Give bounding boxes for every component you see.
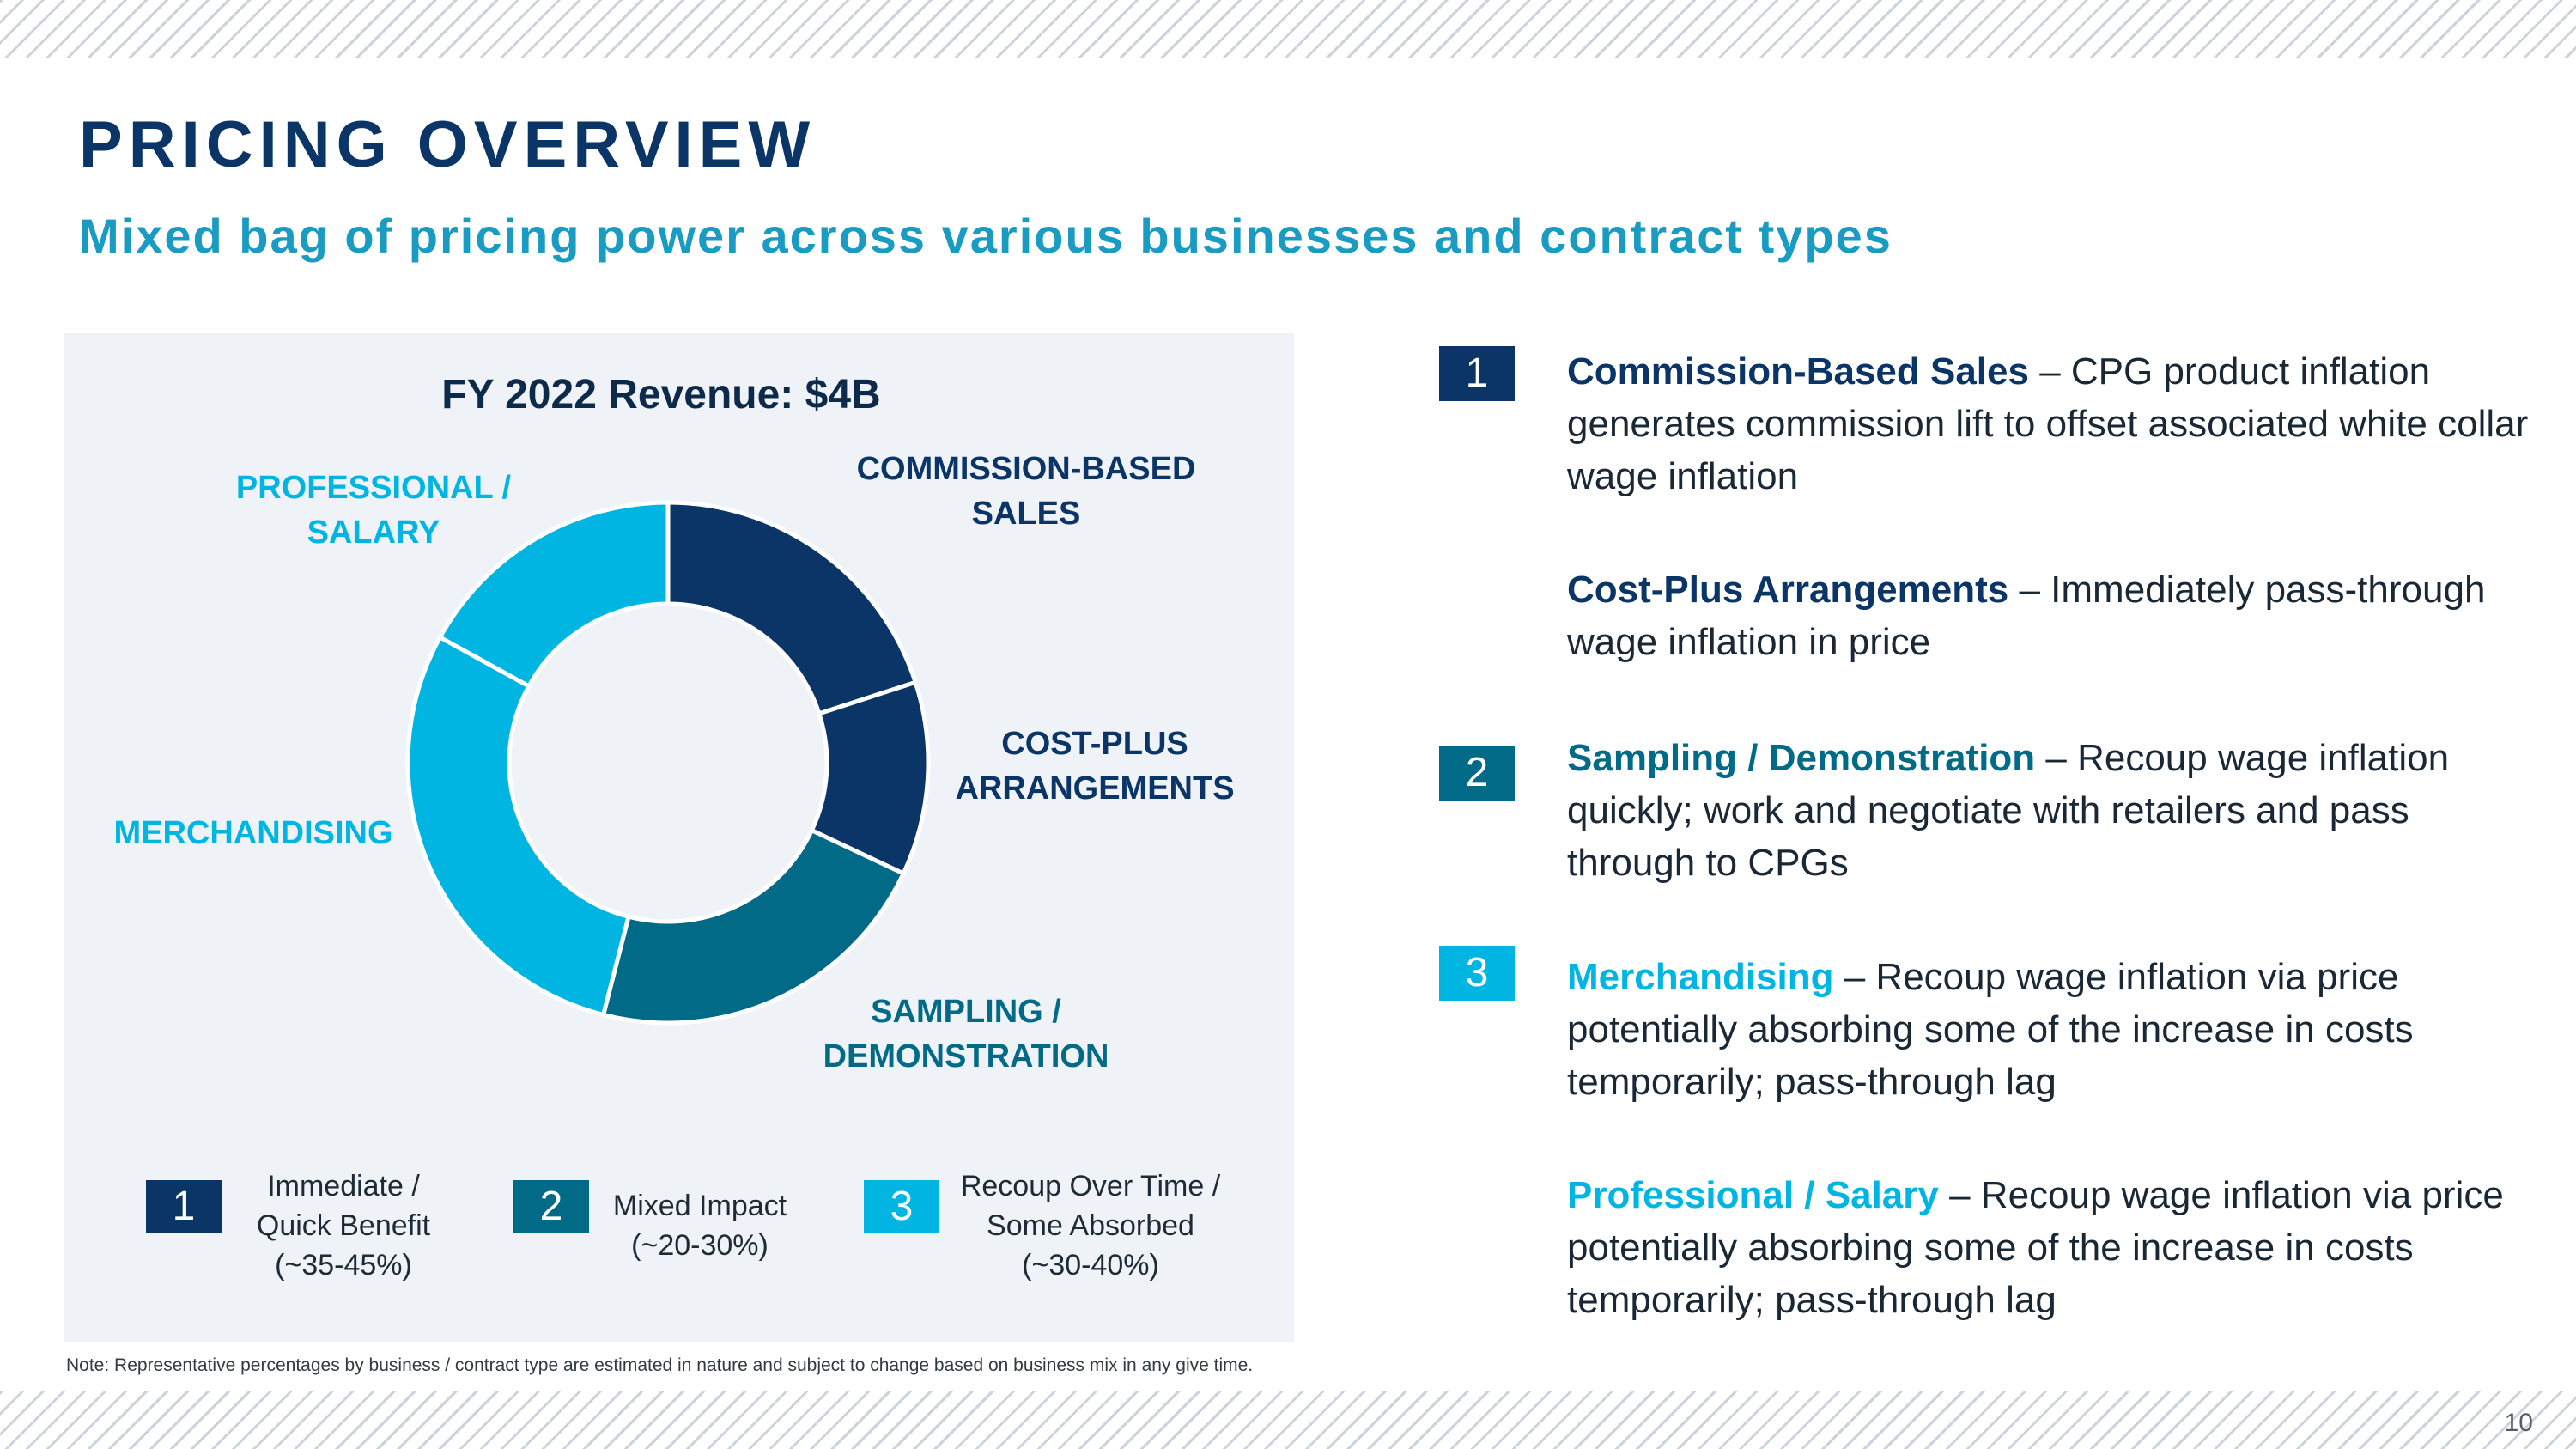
- slice-label-professional-line-1: PROFESSIONAL /: [235, 470, 512, 506]
- donut-slice-3: [600, 827, 907, 1026]
- chart-title: FY 2022 Revenue: $4B: [441, 372, 881, 417]
- slice-label-cost-plus-line-1: COST-PLUS: [1001, 726, 1188, 762]
- detail-head-5: Professional / Salary: [1567, 1174, 1939, 1216]
- detail-head-1: Commission-Based Sales: [1567, 350, 2029, 393]
- detail-professional-salary: Professional / Salary – Recoup wage infl…: [1567, 1169, 2546, 1326]
- detail-commission-based-sales: Commission-Based Sales – CPG product inf…: [1567, 345, 2546, 502]
- legend-badge-3: 3: [864, 1180, 939, 1233]
- detail-body-4: Recoup wage inflation via price potentia…: [1567, 956, 2414, 1103]
- detail-dash-1: –: [2028, 350, 2071, 393]
- legend-text-3-line-3: (~30-40%): [1022, 1249, 1159, 1282]
- slice-label-cost-plus-line-2: ARRANGEMENTS: [955, 770, 1235, 807]
- detail-merchandising: Merchandising – Recoup wage inflation vi…: [1567, 951, 2546, 1108]
- detail-sampling-demonstration: Sampling / Demonstration – Recoup wage i…: [1567, 732, 2546, 889]
- slice-label-merchandising: MERCHANDISING: [103, 811, 404, 855]
- top-stripe-band: [0, 0, 2576, 58]
- detail-head-2: Cost-Plus Arrangements: [1567, 569, 2009, 611]
- legend-text-2: Mixed Impact (~20-30%): [592, 1186, 807, 1265]
- detail-dash-3: –: [2035, 737, 2078, 779]
- slice-label-sampling: SAMPLING / DEMONSTRATION: [807, 989, 1125, 1079]
- detail-body-5: Recoup wage inflation via price potentia…: [1567, 1174, 2504, 1321]
- legend-text-2-line-2: (~20-30%): [631, 1229, 769, 1262]
- detail-dash-5: –: [1938, 1174, 1981, 1216]
- detail-dash-2: –: [2008, 569, 2051, 611]
- bottom-stripe-band: [0, 1391, 2576, 1449]
- slice-label-commission-line-2: SALES: [971, 496, 1081, 532]
- detail-body-1: CPG product inflation generates commissi…: [1567, 350, 2529, 497]
- slice-label-sampling-line-2: DEMONSTRATION: [823, 1038, 1109, 1075]
- slice-label-commission: COMMISSION-BASED SALES: [841, 447, 1211, 536]
- slice-label-sampling-line-1: SAMPLING /: [871, 994, 1061, 1030]
- detail-head-4: Merchandising: [1567, 956, 1834, 998]
- legend-text-2-line-1: Mixed Impact: [612, 1190, 787, 1222]
- slice-label-cost-plus: COST-PLUS ARRANGEMENTS: [945, 721, 1245, 811]
- detail-body-2: Immediately pass-through wage inflation …: [1567, 569, 2486, 663]
- donut-slice-4: [405, 634, 632, 1018]
- footnote: Note: Representative percentages by busi…: [66, 1355, 1254, 1375]
- legend-text-1: Immediate / Quick Benefit (~35-45%): [223, 1166, 464, 1285]
- donut-slice-1: [665, 500, 919, 716]
- detail-dash-4: –: [1833, 956, 1876, 998]
- legend-text-3-line-1: Recoup Over Time /: [960, 1170, 1221, 1202]
- slice-label-professional: PROFESSIONAL / SALARY: [215, 466, 532, 555]
- page-number: 10: [2504, 1409, 2533, 1437]
- page-subtitle: Mixed bag of pricing power across variou…: [79, 209, 1893, 263]
- detail-badge-3: 3: [1439, 946, 1515, 1001]
- detail-body-3: Recoup wage inflation quickly; work and …: [1567, 737, 2450, 884]
- detail-head-3: Sampling / Demonstration: [1567, 737, 2036, 779]
- donut-slice-5: [437, 500, 671, 690]
- slice-label-professional-line-2: SALARY: [307, 514, 440, 551]
- legend-text-3-line-2: Some Absorbed: [987, 1209, 1194, 1242]
- page-title: PRICING OVERVIEW: [79, 108, 817, 181]
- detail-cost-plus-arrangements: Cost-Plus Arrangements – Immediately pas…: [1567, 563, 2546, 668]
- detail-badge-2: 2: [1439, 746, 1515, 801]
- legend-text-1-line-1: Immediate /: [267, 1170, 420, 1202]
- legend-badge-1: 1: [146, 1180, 222, 1233]
- slice-label-commission-line-1: COMMISSION-BASED: [856, 451, 1196, 487]
- legend-text-1-line-2: Quick Benefit: [256, 1209, 431, 1242]
- legend-text-3: Recoup Over Time / Some Absorbed (~30-40…: [945, 1166, 1236, 1285]
- detail-badge-1: 1: [1439, 346, 1515, 401]
- slice-label-merchandising-line-1: MERCHANDISING: [113, 815, 393, 851]
- legend-badge-2: 2: [513, 1180, 589, 1233]
- legend-text-1-line-3: (~35-45%): [275, 1249, 412, 1282]
